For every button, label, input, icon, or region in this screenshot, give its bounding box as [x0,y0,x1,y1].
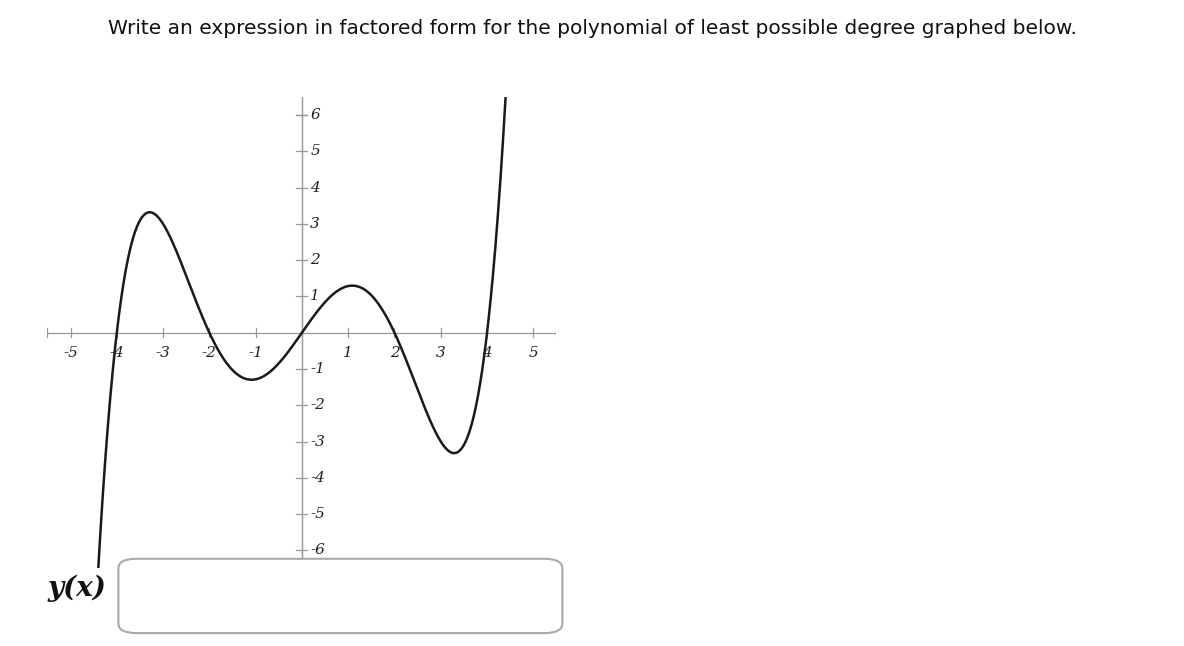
Text: -3: -3 [155,346,170,360]
Text: -6: -6 [310,543,326,557]
Text: 1: 1 [310,289,320,304]
Text: -2: -2 [202,346,217,360]
Text: 4: 4 [310,181,320,194]
Text: 5: 5 [310,144,320,158]
Text: -4: -4 [109,346,124,360]
Text: 2: 2 [310,253,320,267]
Text: -1: -1 [310,362,326,376]
Text: y(x) =: y(x) = [47,574,139,601]
Text: 1: 1 [343,346,353,360]
Text: -4: -4 [310,471,326,484]
Text: 3: 3 [436,346,445,360]
Text: -3: -3 [310,435,326,448]
Text: Write an expression in factored form for the polynomial of least possible degree: Write an expression in factored form for… [108,19,1076,38]
Text: -1: -1 [249,346,263,360]
Text: 6: 6 [310,108,320,122]
Text: 3: 3 [310,217,320,231]
Text: -2: -2 [310,398,326,412]
Text: 2: 2 [390,346,399,360]
Text: -5: -5 [310,507,326,521]
Text: -5: -5 [63,346,78,360]
Text: 4: 4 [482,346,491,360]
Text: 5: 5 [528,346,539,360]
